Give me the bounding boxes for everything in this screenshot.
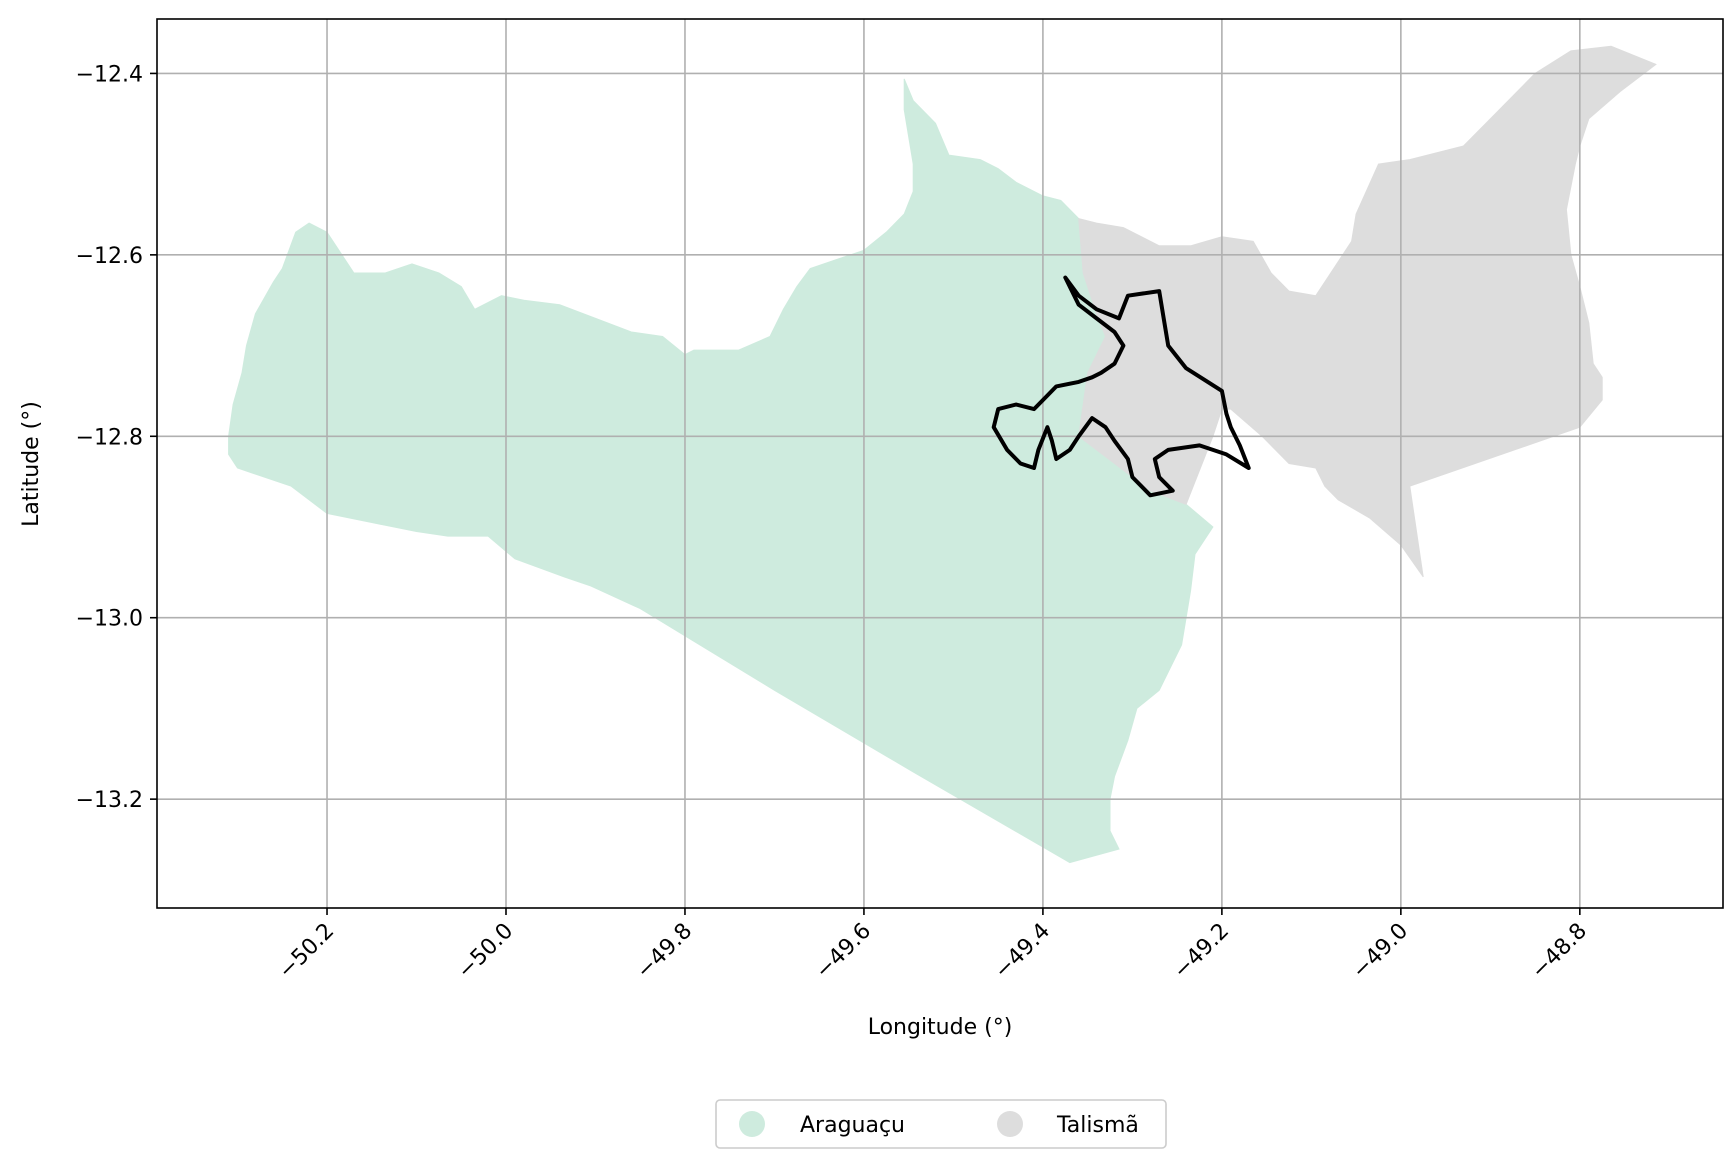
grid-layer [157,19,1723,908]
y-tick-label: −12.4 [76,62,143,87]
boundary-outline [991,275,1251,498]
y-axis-label: Latitude (°) [19,401,44,527]
legend-label-araguacu: Araguaçu [800,1113,905,1138]
legend: Araguaçu Talismã [715,1099,1167,1149]
legend-frame [715,1099,1167,1149]
plot-frame [156,18,1724,909]
y-axis-ticks: −12.4 −12.6 −12.8 −13.0 −13.2 [76,62,157,813]
x-axis-label: Longitude (°) [868,1015,1013,1040]
y-tick-label: −13.2 [76,788,143,813]
y-tick-label: −12.8 [76,425,143,450]
legend-label-talisma: Talismã [1056,1113,1139,1138]
legend-swatch-talisma [997,1111,1023,1137]
y-tick-label: −13.0 [76,607,143,632]
legend-swatch-araguacu [739,1111,765,1137]
y-tick-label: −12.6 [76,244,143,269]
outline-layer [991,275,1251,498]
region-layer [228,45,1657,864]
